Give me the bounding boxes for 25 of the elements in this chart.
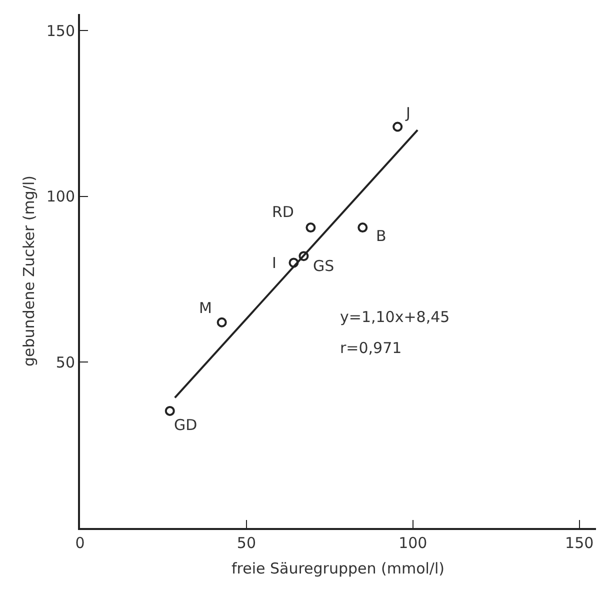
annotation: B — [376, 227, 386, 245]
x-tick-label: 0 — [75, 534, 85, 552]
annotation: M — [199, 299, 212, 317]
point — [164, 406, 175, 416]
y-tick-label: 150 — [46, 22, 75, 40]
annotation: GD — [174, 416, 198, 434]
y-tick-label: 50 — [56, 353, 75, 372]
annotation: y=1,10x+8,45 — [340, 308, 450, 326]
point — [298, 251, 309, 262]
point — [358, 222, 368, 233]
x-tick-label: 100 — [398, 534, 428, 552]
x-axis-title: freie Säuregruppen (mmol/l) — [231, 560, 445, 578]
x-tick-label: 50 — [236, 534, 256, 552]
annotation: I — [272, 254, 276, 272]
annotation: J — [405, 104, 410, 122]
point — [216, 317, 227, 328]
x-tick-label: 150 — [565, 534, 594, 552]
y-tick-label: 100 — [46, 188, 75, 206]
point — [288, 258, 299, 268]
point — [392, 122, 403, 132]
point — [306, 222, 316, 233]
y-axis-title: gebundene Zucker (mg/l) — [20, 176, 38, 366]
annotation: GS — [313, 257, 334, 275]
annotation: r=0,971 — [340, 339, 402, 357]
annotation: RD — [272, 203, 294, 221]
